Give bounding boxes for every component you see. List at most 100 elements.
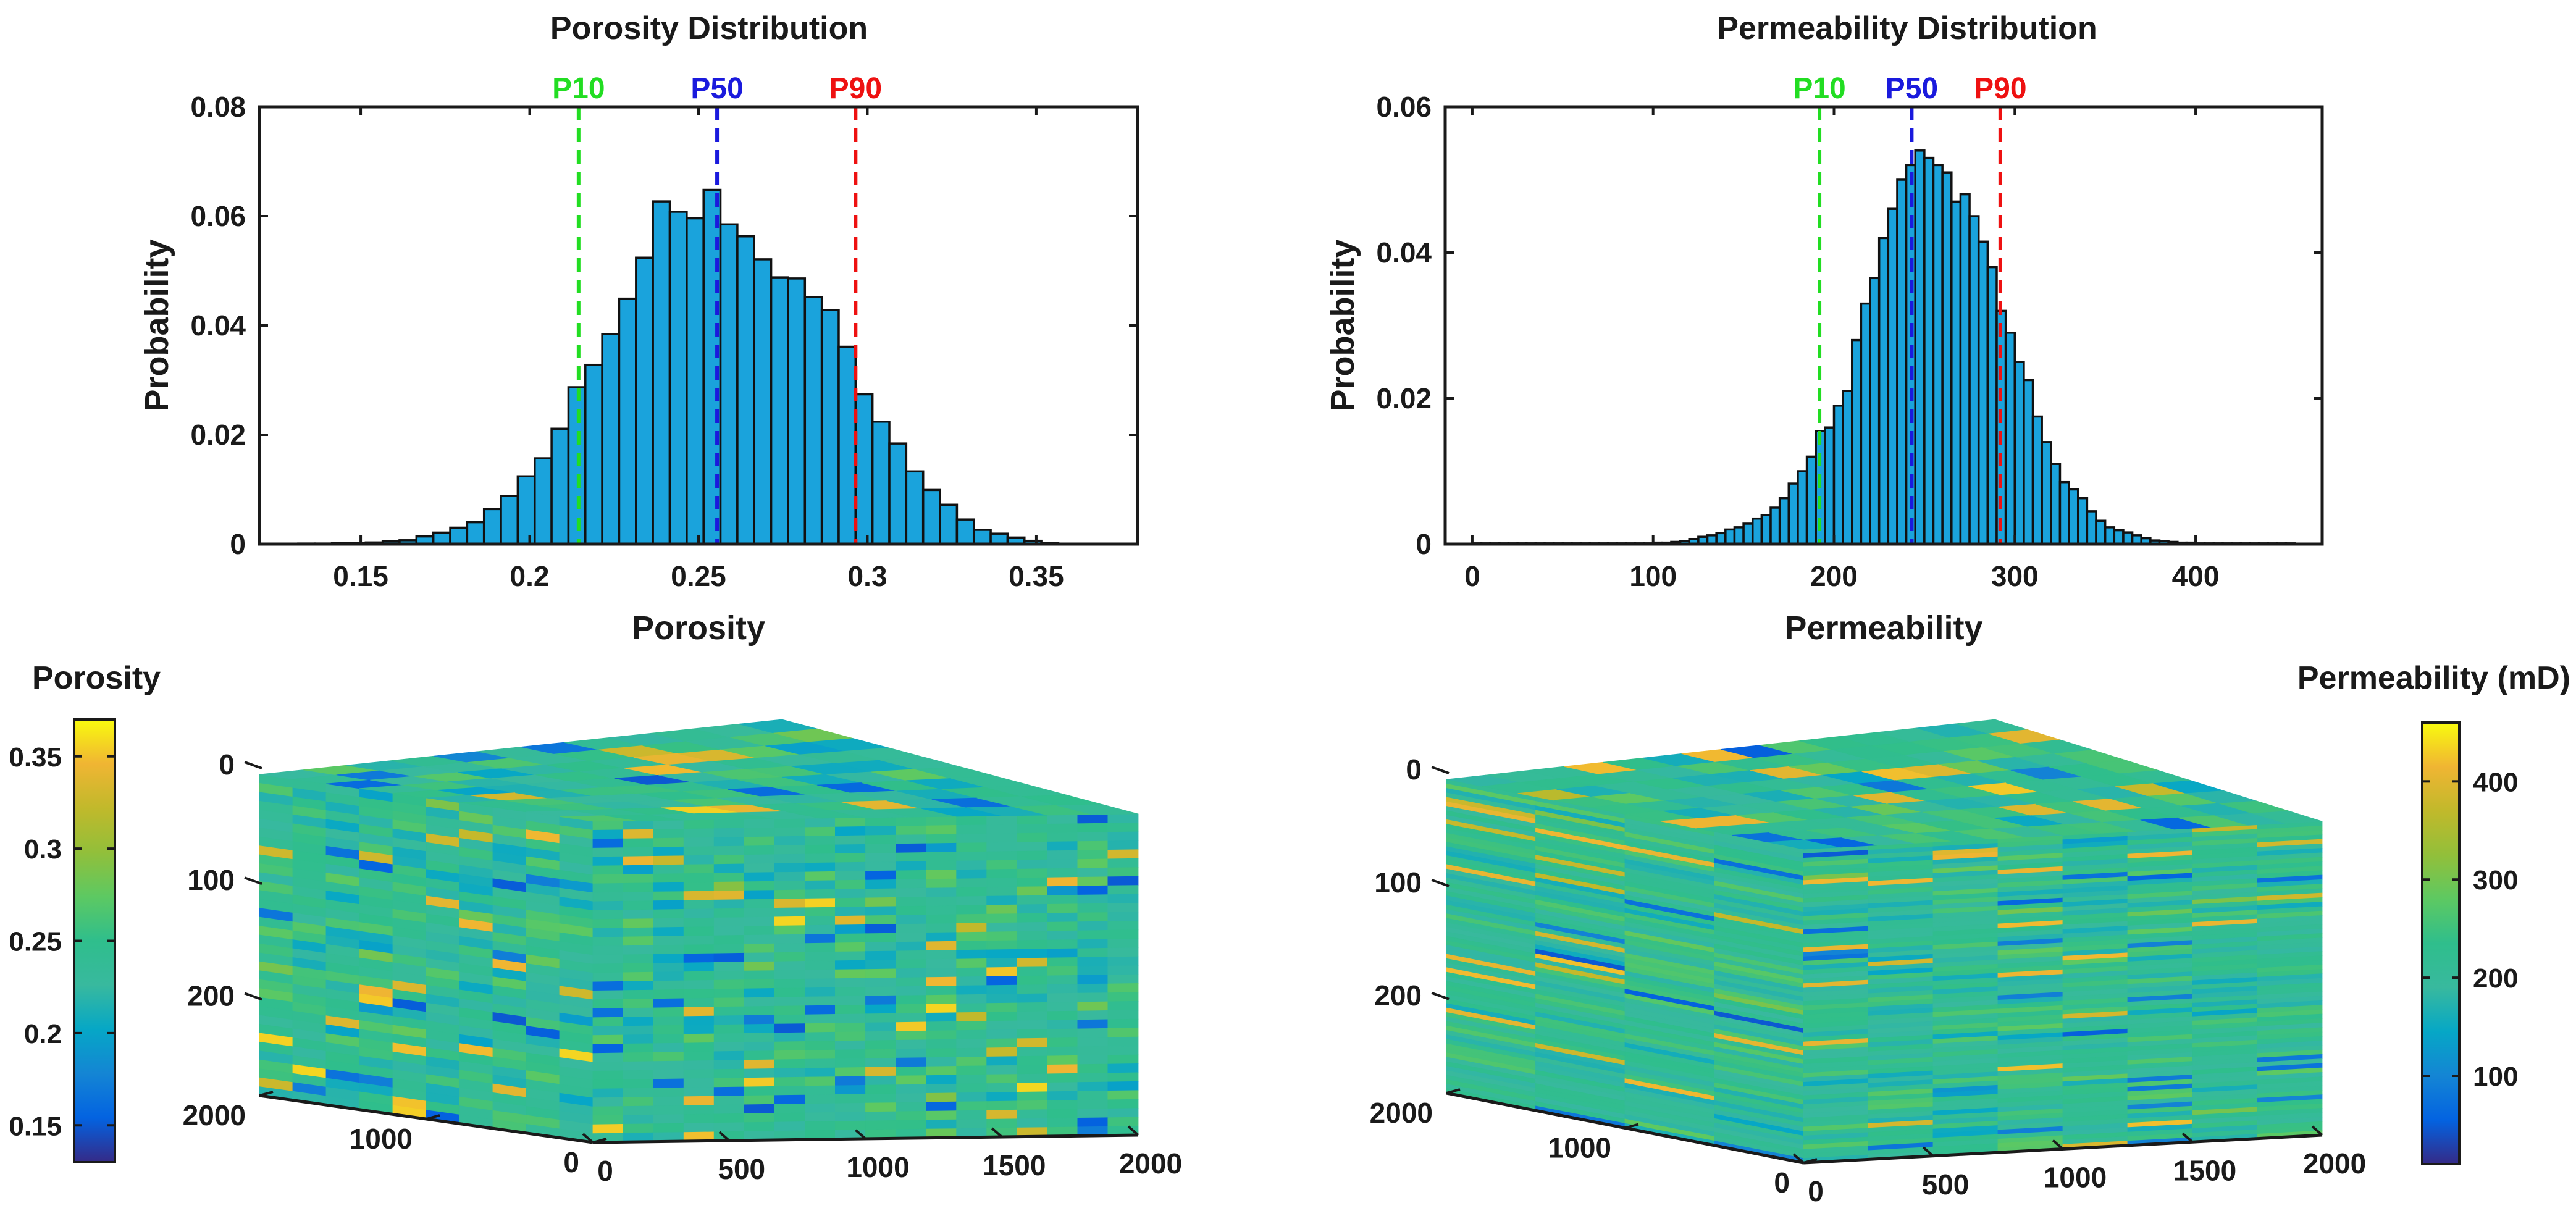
model-cell	[835, 1094, 866, 1104]
model-cell	[713, 1104, 745, 1115]
model-cell	[713, 1095, 745, 1106]
model-cell	[805, 871, 836, 881]
porosity-block-faces	[259, 719, 1139, 1143]
model-cell	[896, 1075, 926, 1086]
model-cell	[865, 816, 896, 827]
depth-tick-label: 200	[187, 979, 235, 1012]
model-cell	[713, 1015, 745, 1026]
model-cell	[713, 819, 745, 829]
model-cell	[956, 842, 988, 853]
model-cell	[865, 844, 896, 854]
model-cell	[713, 845, 745, 856]
model-cell	[896, 1110, 926, 1121]
histogram-bar	[635, 256, 654, 545]
model-cell	[865, 977, 896, 987]
model-cell	[1047, 1064, 1078, 1075]
model-cell	[683, 881, 715, 892]
model-cell	[653, 837, 684, 848]
model-cell	[835, 844, 866, 854]
model-cell	[1077, 1019, 1109, 1029]
permeability-histogram-ylabel: Probability	[1324, 239, 1361, 411]
model-cell	[683, 891, 715, 901]
model-cell	[623, 847, 654, 857]
model-cell	[683, 1060, 715, 1070]
model-cell	[926, 1012, 957, 1023]
model-cell	[926, 1075, 957, 1085]
model-cell	[896, 852, 926, 863]
model-cell	[896, 1066, 926, 1076]
histogram-bar	[1941, 171, 1953, 545]
model-cell	[623, 945, 654, 955]
model-cell	[653, 1016, 684, 1026]
model-cell	[926, 1057, 957, 1067]
model-cell	[865, 942, 896, 952]
model-cell	[956, 887, 988, 897]
x-tick-label: 2000	[1119, 1147, 1182, 1180]
model-cell	[865, 1031, 896, 1041]
model-cell	[683, 1105, 715, 1115]
model-cell	[713, 1122, 745, 1133]
model-cell	[623, 1043, 654, 1054]
model-cell	[1077, 947, 1109, 958]
model-cell	[713, 997, 745, 1008]
permeability-block-faces	[1446, 719, 2323, 1163]
model-cell	[623, 918, 654, 929]
histogram-bar	[1824, 426, 1836, 545]
depth-tick-label: 100	[187, 864, 235, 896]
model-cell	[623, 820, 654, 831]
model-cell	[1017, 1100, 1048, 1110]
model-cell	[1047, 1091, 1078, 1101]
model-cell	[805, 836, 836, 846]
model-cell	[896, 870, 926, 880]
model-cell	[956, 869, 988, 879]
model-cell	[896, 932, 926, 943]
histogram-bar	[516, 475, 536, 545]
model-cell	[1017, 984, 1048, 995]
x-tick-label: 300	[1991, 560, 2039, 592]
model-cell	[592, 910, 624, 920]
model-cell	[653, 855, 684, 866]
model-cell	[835, 1067, 866, 1078]
percentile-label: P90	[1974, 72, 2026, 105]
histogram-bar	[989, 532, 1009, 545]
y-tick-label: 0.08	[190, 91, 246, 123]
model-cell	[744, 943, 775, 954]
porosity-3d-model: Porosity 0.15 0.2 0.25 0.3 0.35 0 100 200 2000 1…	[9, 660, 1182, 1187]
histogram-bar	[533, 457, 553, 545]
model-cell	[805, 880, 836, 891]
model-cell	[683, 1122, 715, 1133]
model-cell	[896, 879, 926, 889]
model-cell	[653, 1042, 684, 1053]
model-cell	[865, 1004, 896, 1015]
model-cell	[1107, 822, 1139, 833]
model-cell	[1047, 948, 1078, 958]
model-cell	[774, 970, 805, 980]
histogram-bar	[1760, 514, 1772, 545]
model-cell	[653, 900, 684, 910]
y-tick-label: 0.06	[1376, 91, 1432, 123]
model-cell	[623, 954, 654, 964]
model-cell	[1047, 886, 1078, 896]
model-cell	[592, 900, 624, 911]
model-cell	[592, 918, 624, 929]
model-cell	[744, 979, 775, 989]
model-cell	[592, 999, 624, 1009]
model-cell	[1047, 930, 1078, 941]
model-cell	[865, 888, 896, 899]
model-cell	[1107, 992, 1139, 1002]
model-cell	[865, 834, 896, 845]
model-cell	[835, 835, 866, 845]
model-cell	[653, 944, 684, 955]
y-tick-label: 0	[1416, 528, 1432, 560]
model-cell	[744, 1077, 775, 1088]
model-cell	[623, 999, 654, 1009]
histogram-bar	[1724, 528, 1736, 545]
x-tick-label: 0.25	[671, 560, 726, 592]
model-cell	[1017, 1002, 1048, 1012]
model-cell	[896, 1021, 926, 1032]
model-cell	[1107, 1117, 1139, 1127]
model-cell	[926, 1021, 957, 1031]
model-cell	[1107, 885, 1139, 895]
histogram-bar	[2013, 361, 2025, 545]
